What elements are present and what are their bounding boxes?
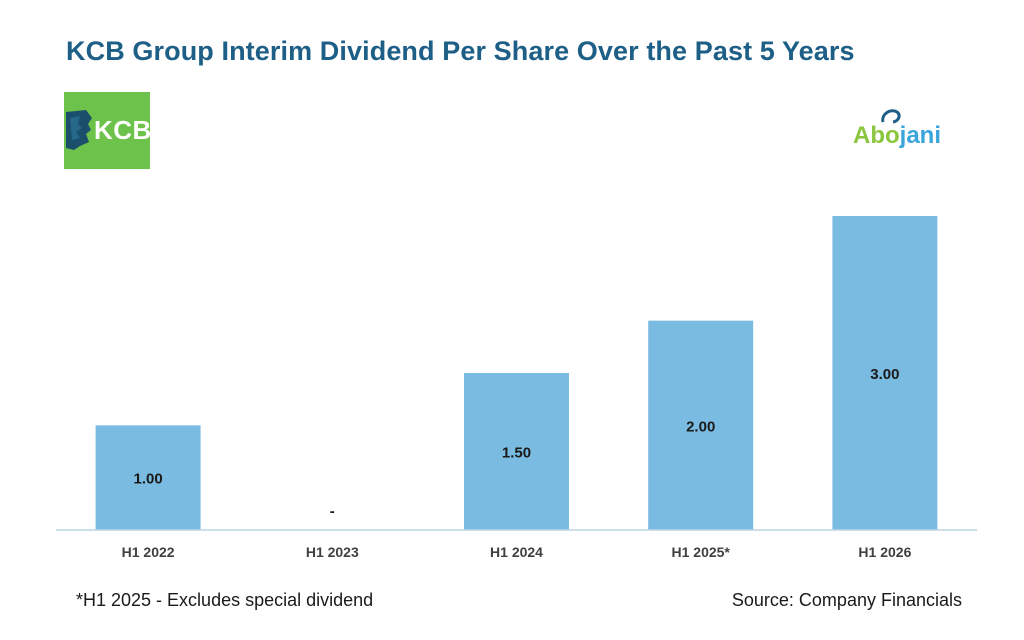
bar [464, 373, 569, 530]
lion-icon [66, 110, 92, 150]
abojani-abo: Abo [853, 122, 900, 149]
source-note: Source: Company Financials [731, 590, 962, 610]
x-tick-label: H1 2022 [122, 544, 175, 560]
bar [832, 216, 938, 530]
swirl-icon [881, 109, 901, 124]
data-label: 2.00 [686, 418, 715, 435]
bar [648, 320, 754, 530]
x-tick-label: H1 2025* [672, 544, 731, 560]
abojani-jani: jani [899, 122, 941, 149]
data-label: 1.00 [133, 471, 162, 488]
data-label: 1.50 [502, 445, 531, 462]
x-tick-label: H1 2026 [858, 544, 911, 560]
abojani-logo: Abojani [853, 108, 953, 158]
kcb-logo: KCB [64, 92, 150, 169]
x-tick-label: H1 2024 [490, 544, 543, 560]
kcb-logo-text: KCB [94, 115, 150, 145]
footnote: *H1 2025 - Excludes special dividend [76, 590, 374, 610]
x-tick-label: H1 2023 [306, 544, 359, 560]
data-label: - [330, 503, 335, 520]
data-label: 3.00 [870, 366, 899, 383]
chart-title: KCB Group Interim Dividend Per Share Ove… [66, 36, 855, 66]
abojani-wordmark: Abojani [853, 122, 941, 150]
bar [95, 425, 201, 530]
